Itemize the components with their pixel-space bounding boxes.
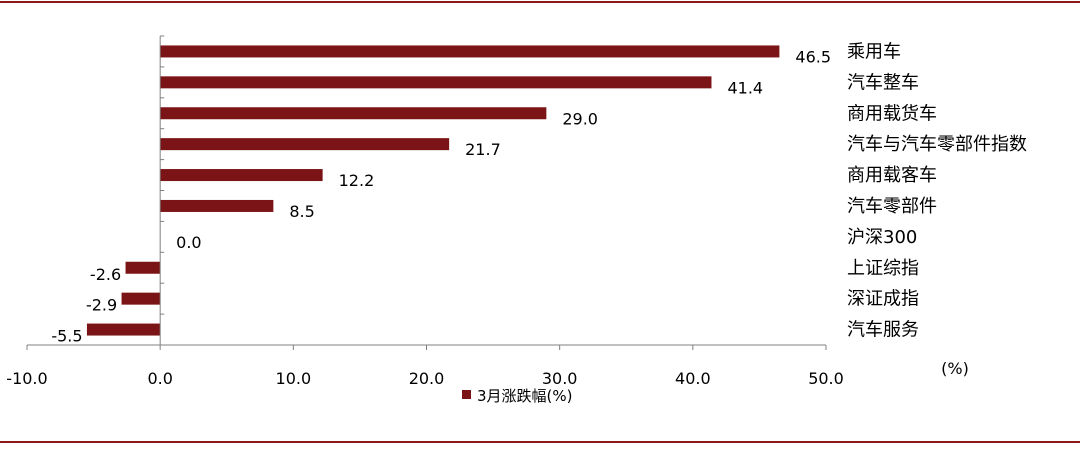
data-label: 29.0 <box>562 109 598 128</box>
x-tick-label: 50.0 <box>808 369 844 388</box>
legend: 3月涨跌幅(%) <box>462 387 573 405</box>
category-label: 汽车零部件 <box>847 196 937 217</box>
bar <box>160 107 547 120</box>
bar <box>121 292 161 305</box>
category-label: 商用载货车 <box>847 103 937 124</box>
bar <box>160 199 274 212</box>
axis-layer: -10.0 0.0 10.0 20.0 30.0 40.0 50.0 <box>6 35 844 388</box>
data-label: -2.6 <box>90 265 121 284</box>
data-label: 46.5 <box>795 47 831 66</box>
bar <box>160 169 323 182</box>
data-label: -5.5 <box>51 327 82 346</box>
legend-swatch <box>462 390 471 399</box>
category-label: 汽车服务 <box>847 320 919 341</box>
data-label: 41.4 <box>727 78 763 97</box>
x-tick-label: 30.0 <box>542 369 578 388</box>
x-tick-label: -10.0 <box>6 369 47 388</box>
x-tick-label: 40.0 <box>675 369 711 388</box>
x-tick-label: 20.0 <box>409 369 445 388</box>
category-label: 汽车与汽车零部件指数 <box>847 134 1027 155</box>
bar <box>160 138 450 151</box>
data-label: 12.2 <box>339 171 375 190</box>
bar <box>125 261 161 274</box>
bar <box>86 323 161 336</box>
data-label: 0.0 <box>176 233 201 252</box>
legend-label: 3月涨跌幅(%) <box>477 387 573 405</box>
bars-layer <box>86 45 780 336</box>
category-label: 上证综指 <box>847 258 919 279</box>
category-label: 乘用车 <box>847 41 901 62</box>
x-tick-label: 10.0 <box>276 369 312 388</box>
bar <box>160 45 780 58</box>
category-label: 深证成指 <box>847 289 919 310</box>
unit-label: (%) <box>941 359 969 378</box>
data-label: -2.9 <box>86 296 117 315</box>
x-tick-label: 0.0 <box>147 369 172 388</box>
data-label: 8.5 <box>289 202 314 221</box>
labels-layer: 46.5 乘用车 41.4 汽车整车 29.0 商用载货车 21.7 汽车与汽车零部件指数 12… <box>51 41 1027 345</box>
bar <box>160 76 712 89</box>
data-label: 21.7 <box>465 140 501 159</box>
category-label: 商用载客车 <box>847 165 937 186</box>
category-label: 汽车整车 <box>847 72 919 93</box>
category-label: 沪深300 <box>847 227 917 248</box>
